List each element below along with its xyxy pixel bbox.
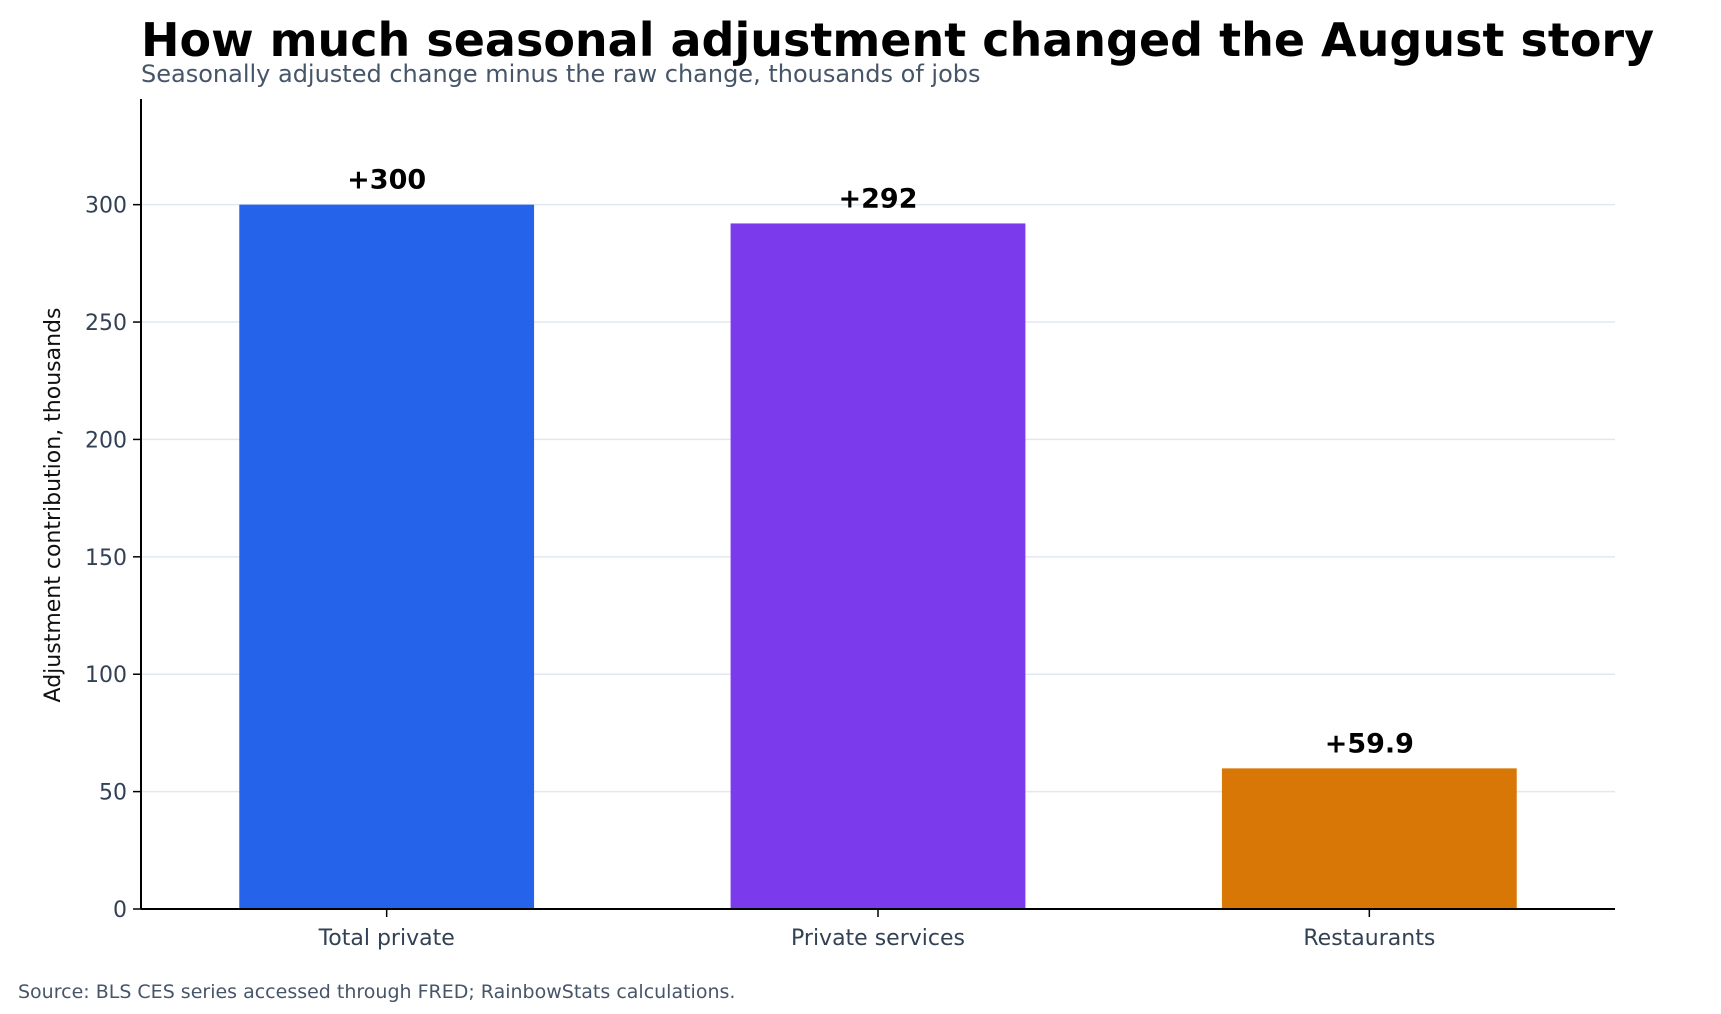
y-tick-label: 250 — [85, 311, 127, 336]
bar — [730, 223, 1026, 909]
bar — [239, 204, 535, 910]
bar — [1221, 768, 1517, 909]
x-tick-label: Restaurants — [1303, 926, 1435, 951]
source-note: Source: BLS CES series accessed through … — [18, 981, 735, 1003]
y-axis-label: Adjustment contribution, thousands — [41, 308, 66, 703]
chart-title: How much seasonal adjustment changed the… — [141, 13, 1654, 67]
bar-value-label: +300 — [347, 165, 426, 196]
bar-value-label: +59.9 — [1325, 728, 1414, 759]
data-labels: +300 +292 +59.9 — [347, 165, 1414, 760]
axes: 0 50 100 150 200 250 300 Total private Private s… — [85, 99, 1615, 951]
x-tick-label: Private services — [791, 926, 965, 951]
y-tick-label: 0 — [113, 898, 127, 923]
chart-subtitle: Seasonally adjusted change minus the raw… — [141, 60, 980, 88]
y-tick-label: 200 — [85, 428, 127, 453]
y-tick-label: 150 — [85, 546, 127, 571]
x-tick-label: Total private — [318, 926, 455, 951]
y-tick-label: 300 — [85, 194, 127, 219]
y-tick-label: 100 — [85, 663, 127, 688]
y-tick-label: 50 — [99, 781, 127, 806]
bars — [239, 204, 1517, 910]
bar-value-label: +292 — [839, 183, 918, 214]
